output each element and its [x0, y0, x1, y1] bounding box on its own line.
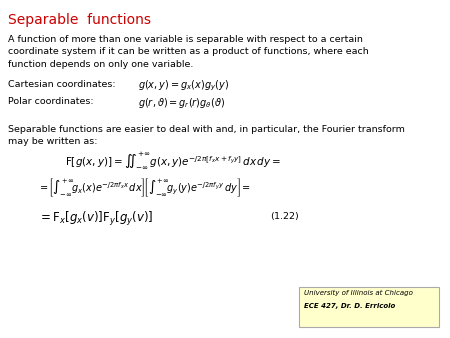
- Text: $= \mathrm{F}_x[g_x(v)]\mathrm{F}_y[g_y(v)]$: $= \mathrm{F}_x[g_x(v)]\mathrm{F}_y[g_y(…: [38, 210, 153, 228]
- Text: $(1.22)$: $(1.22)$: [270, 210, 299, 222]
- Text: Polar coordinates:: Polar coordinates:: [8, 97, 94, 106]
- Text: University of Illinois at Chicago: University of Illinois at Chicago: [304, 290, 413, 296]
- Text: $g(x,y) = g_x(x)g_y(y)$: $g(x,y) = g_x(x)g_y(y)$: [138, 79, 229, 93]
- Text: Separable functions are easier to deal with and, in particular, the Fourier tran: Separable functions are easier to deal w…: [8, 125, 405, 146]
- Text: Separable  functions: Separable functions: [8, 13, 151, 27]
- Text: ECE 427, Dr. D. Erricolo: ECE 427, Dr. D. Erricolo: [304, 303, 395, 309]
- Text: Cartesian coordinates:: Cartesian coordinates:: [8, 80, 116, 89]
- FancyBboxPatch shape: [299, 287, 439, 327]
- Text: A function of more than one variable is separable with respect to a certain
coor: A function of more than one variable is …: [8, 35, 369, 69]
- Text: $= \!\left[\int_{-\infty}^{+\infty}\! g_x(x)e^{-j2\pi f_x x}\,dx\right]\!\left[\: $= \!\left[\int_{-\infty}^{+\infty}\! g_…: [38, 177, 250, 199]
- Text: $\mathsf{F}[g(x,y)] = \int\!\!\int_{-\infty}^{+\infty} g(x,y)e^{-j2\pi[f_x x + f: $\mathsf{F}[g(x,y)] = \int\!\!\int_{-\in…: [65, 150, 281, 171]
- Text: $g(r,\vartheta) = g_r(r)g_\vartheta(\vartheta)$: $g(r,\vartheta) = g_r(r)g_\vartheta(\var…: [138, 96, 225, 110]
